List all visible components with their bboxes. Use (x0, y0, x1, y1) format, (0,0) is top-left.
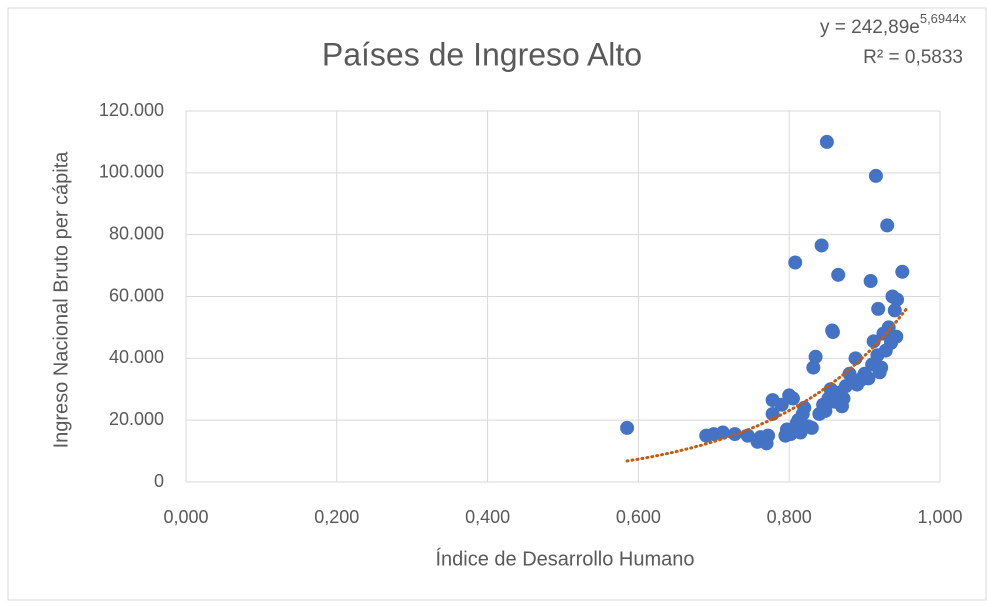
equation-base: y = 242,89e (820, 17, 920, 38)
point (874, 360, 889, 375)
y-tick-label: 60.000 (109, 285, 164, 305)
x-tick-label: 1,000 (917, 507, 962, 527)
point (868, 168, 883, 183)
point (761, 428, 776, 443)
point (890, 292, 905, 307)
chart-border (7, 7, 987, 601)
point (808, 349, 823, 364)
trend-equation: y = 242,89e5,6944x (820, 11, 967, 38)
point (715, 425, 730, 440)
point (818, 403, 833, 418)
y-tick-label: 40.000 (109, 347, 164, 367)
point (880, 218, 895, 233)
point (804, 420, 819, 435)
chart-title: Países de Ingreso Alto (322, 36, 642, 72)
trendline (625, 307, 908, 463)
y-tick-label: 100.000 (99, 162, 164, 182)
y-tick-label: 20.000 (109, 409, 164, 429)
x-tick-label: 0,000 (163, 507, 208, 527)
point (887, 303, 902, 318)
point (863, 274, 878, 289)
point (620, 420, 635, 435)
point (785, 391, 800, 406)
y-axis-label: Ingreso Nacional Bruto per cápita (50, 151, 72, 449)
point (881, 320, 896, 335)
point (895, 264, 910, 279)
x-axis-label: Índice de Desarrollo Humano (435, 547, 694, 570)
point (819, 134, 834, 149)
y-tick-label: 0 (154, 471, 164, 491)
point (861, 371, 876, 386)
x-tick-label: 0,400 (465, 507, 510, 527)
x-tick-label: 0,200 (314, 507, 359, 527)
x-tick-label: 0,800 (767, 507, 812, 527)
point (871, 301, 886, 316)
equation-exponent: 5,6944x (920, 11, 967, 26)
point (814, 238, 829, 253)
r-squared: R² = 0,5833 (863, 47, 963, 68)
point (836, 391, 851, 406)
point (788, 255, 803, 270)
point (774, 397, 789, 412)
point (825, 325, 840, 340)
point (806, 360, 821, 375)
point (797, 400, 812, 415)
x-tick-label: 0,600 (616, 507, 661, 527)
y-tick-label: 120.000 (99, 100, 164, 120)
y-tick-label: 80.000 (109, 223, 164, 243)
point (831, 267, 846, 282)
point (889, 329, 904, 344)
